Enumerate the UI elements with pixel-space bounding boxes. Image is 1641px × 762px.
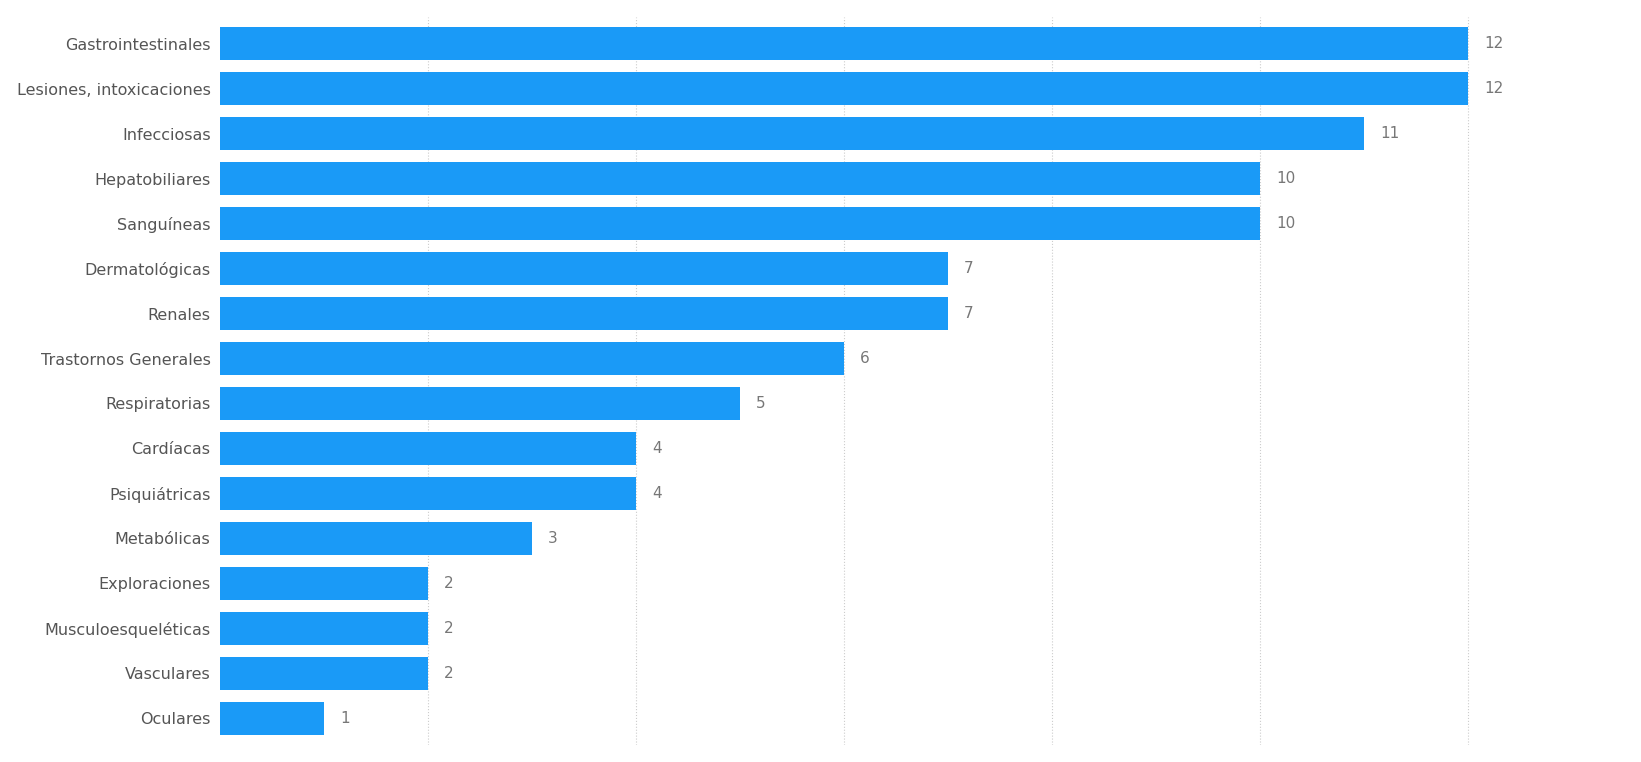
Text: 6: 6 <box>860 351 870 366</box>
Text: 3: 3 <box>548 531 558 546</box>
Text: 2: 2 <box>443 576 453 591</box>
Bar <box>220 27 1469 60</box>
Text: 2: 2 <box>443 621 453 636</box>
Bar <box>220 252 948 285</box>
Text: 7: 7 <box>963 261 973 276</box>
Text: 4: 4 <box>651 441 661 456</box>
Bar <box>220 207 1260 240</box>
Bar <box>220 522 532 555</box>
Bar <box>220 567 428 600</box>
Bar <box>220 432 637 465</box>
Bar <box>220 612 428 645</box>
Text: 12: 12 <box>1483 81 1503 96</box>
Bar <box>220 297 948 330</box>
Bar <box>220 72 1469 105</box>
Text: 12: 12 <box>1483 36 1503 51</box>
Text: 4: 4 <box>651 486 661 501</box>
Text: 5: 5 <box>757 396 765 411</box>
Text: 10: 10 <box>1277 171 1295 186</box>
Bar <box>220 342 845 375</box>
Bar <box>220 387 740 420</box>
Bar <box>220 477 637 510</box>
Text: 1: 1 <box>340 711 350 726</box>
Text: 7: 7 <box>963 306 973 321</box>
Bar <box>220 657 428 690</box>
Text: 11: 11 <box>1380 126 1400 141</box>
Text: 10: 10 <box>1277 216 1295 231</box>
Bar <box>220 702 325 735</box>
Text: 2: 2 <box>443 666 453 681</box>
Bar <box>220 162 1260 195</box>
Bar <box>220 117 1364 150</box>
